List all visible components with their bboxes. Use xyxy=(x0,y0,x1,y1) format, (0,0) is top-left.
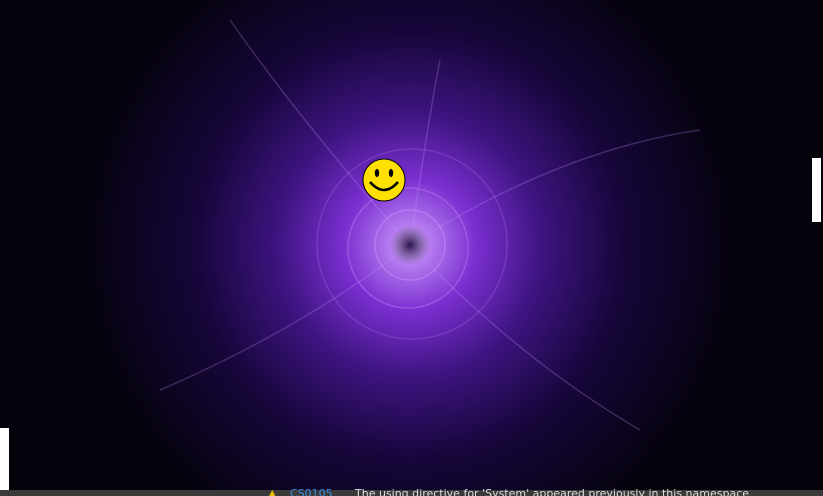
right-paddle xyxy=(812,158,821,222)
ball xyxy=(362,158,406,202)
error-list-bar: ▲ CS0105 The using directive for 'System… xyxy=(0,487,823,496)
warning-icon: ▲ xyxy=(268,487,277,496)
warning-code[interactable]: CS0105 xyxy=(290,487,333,496)
warning-message: The using directive for 'System' appeare… xyxy=(355,487,750,496)
left-paddle xyxy=(0,428,9,490)
